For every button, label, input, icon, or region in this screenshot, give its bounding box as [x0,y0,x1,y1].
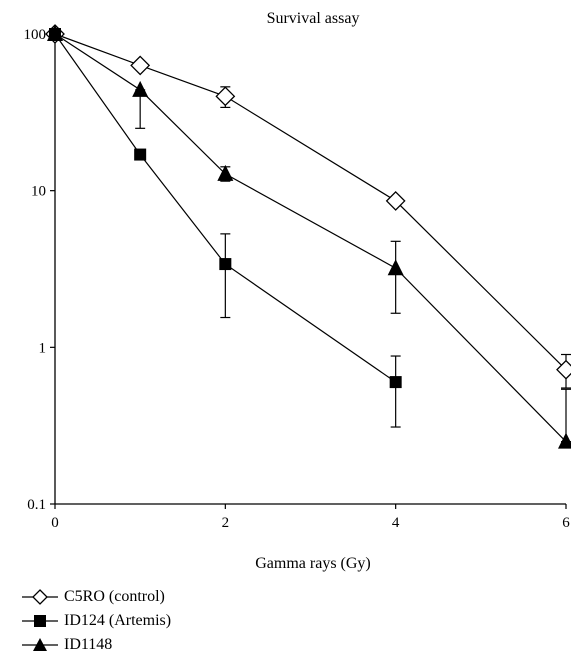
triangle-filled-marker-icon [22,638,58,651]
legend: C5RO (control) ID124 (Artemis) ID1148 [22,585,171,657]
legend-label: ID124 (Artemis) [64,612,172,629]
legend-label: ID1148 [64,636,113,653]
data-point-diamond [215,86,236,107]
y-tick-label: 10 [31,184,46,200]
data-point-triangle [132,80,149,97]
data-point-diamond [556,359,571,380]
data-point-triangle [558,432,571,449]
series-2 [47,25,571,449]
series-layer [45,24,571,449]
diamond-open-marker-icon [22,589,58,605]
data-point-triangle [47,25,63,41]
x-tick-label: 2 [222,515,230,531]
x-axis-label: Gamma rays (Gy) [255,555,371,572]
legend-item-id1148: ID1148 [22,633,171,657]
axes: 0.1 1 10 100 0 2 4 6 [24,27,571,531]
y-tick-label: 0.1 [27,497,46,513]
legend-item-id124: ID124 (Artemis) [22,609,171,633]
x-tick-label: 0 [51,515,59,531]
x-tick-label: 4 [392,515,400,531]
data-point-diamond [130,55,151,76]
y-tick-label: 1 [39,340,47,356]
series-line [54,33,567,443]
data-point-square [389,376,402,389]
data-point-square [134,148,147,161]
chart-title: Survival assay [267,10,360,27]
data-point-square [219,258,232,271]
legend-item-c5ro: C5RO (control) [22,585,171,609]
legend-label: C5RO (control) [64,588,165,605]
series-line [54,33,397,383]
square-filled-marker-icon [22,615,58,627]
y-tick-label: 100 [24,27,47,43]
data-point-diamond [385,191,406,211]
x-tick-label: 6 [562,515,570,531]
data-point-triangle [387,259,404,276]
data-point-triangle [217,164,234,181]
